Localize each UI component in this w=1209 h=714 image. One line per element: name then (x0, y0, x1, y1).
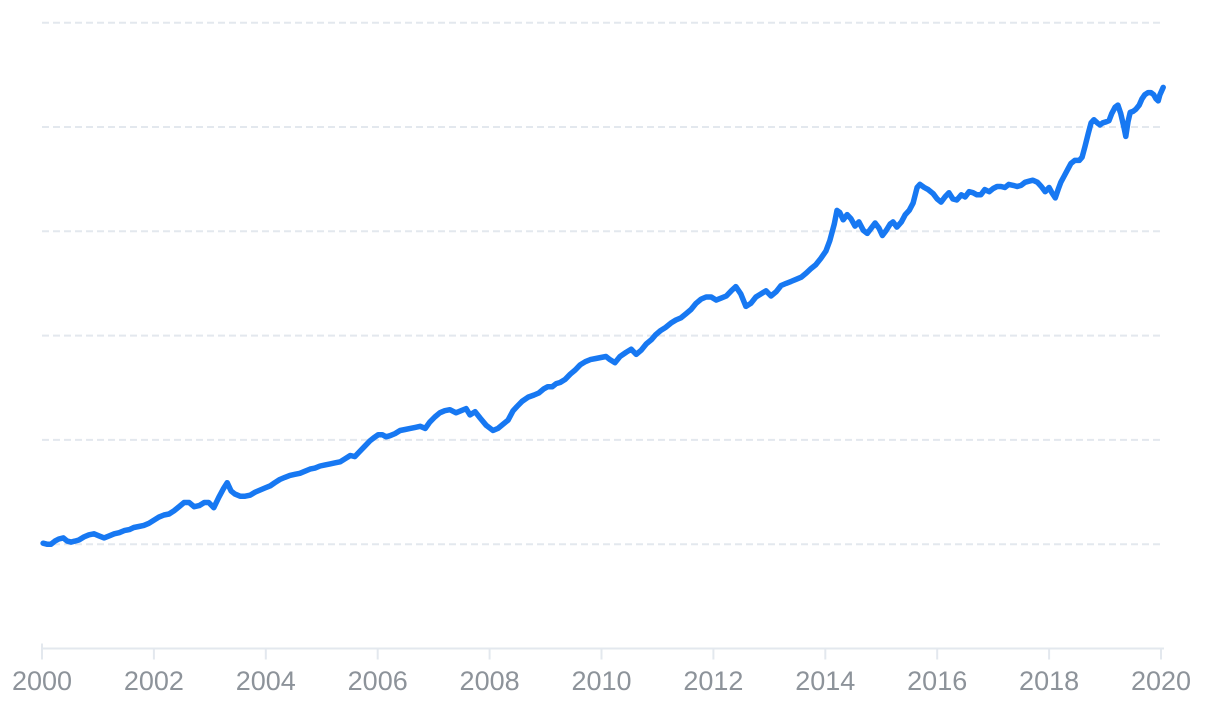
x-axis: 2000 2002 2004 2006 2008 2010 2012 2014 2016 2018… (12, 643, 1191, 696)
x-axis-label: 2008 (460, 666, 520, 696)
x-axis-ticks (41, 648, 1162, 660)
x-axis-label: 2018 (1019, 666, 1079, 696)
x-axis-label: 2020 (1131, 666, 1191, 696)
x-axis-line (41, 643, 1164, 650)
series-line (40, 84, 1166, 547)
x-axis-label: 2010 (571, 666, 631, 696)
gridlines (42, 21, 1164, 546)
x-axis-label: 2016 (907, 666, 967, 696)
x-axis-label: 2002 (124, 666, 184, 696)
x-axis-labels: 2000 2002 2004 2006 2008 2010 2012 2014 2016 2018… (12, 666, 1191, 696)
x-axis-label: 2004 (236, 666, 296, 696)
x-axis-label: 2000 (12, 666, 72, 696)
x-axis-label: 2012 (683, 666, 743, 696)
x-axis-label: 2014 (795, 666, 855, 696)
x-axis-label: 2006 (348, 666, 408, 696)
